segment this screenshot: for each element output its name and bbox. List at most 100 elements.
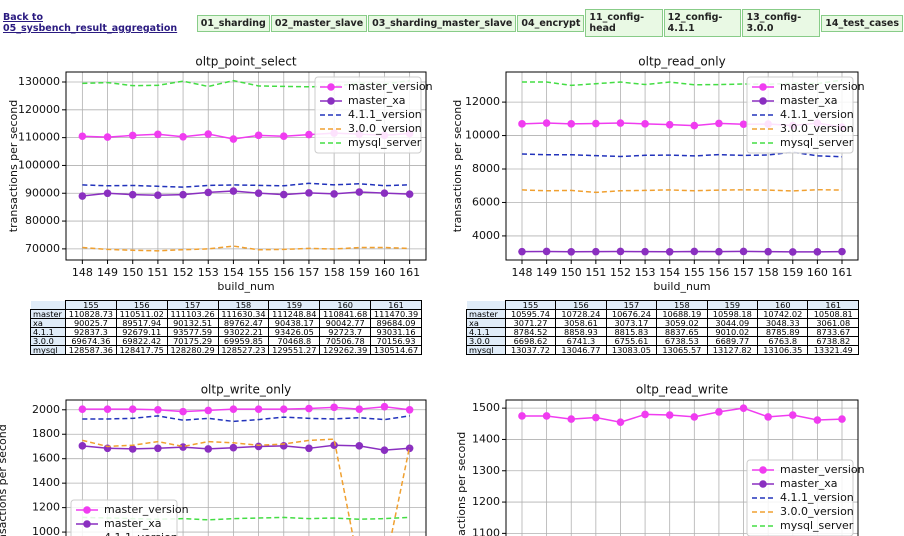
legend-label: master_xa: [104, 517, 162, 530]
legend-label: mysql_server: [780, 519, 854, 532]
data-point: [204, 188, 213, 197]
series-line: [82, 405, 410, 413]
data-point: [279, 132, 288, 141]
data-point: [204, 130, 213, 138]
x-tick-label: 155: [684, 266, 705, 279]
data-point: [715, 119, 723, 128]
x-tick-label: 154: [223, 266, 244, 279]
legend-marker: [83, 520, 91, 528]
legend-label: master_version: [780, 80, 865, 93]
data-point: [305, 130, 313, 139]
data-point: [616, 119, 625, 127]
x-tick-label: 159: [349, 266, 370, 279]
x-tick-label: 148: [512, 266, 533, 279]
x-tick-label: 157: [733, 266, 754, 279]
series-line: [522, 407, 843, 424]
data-point: [542, 247, 551, 256]
data-point: [103, 189, 112, 198]
legend-marker: [327, 97, 335, 105]
data-point: [813, 248, 822, 256]
nav-tab[interactable]: 01_sharding: [196, 14, 270, 32]
data-point: [229, 187, 238, 195]
data-point: [715, 247, 723, 256]
back-link[interactable]: Back to 05_sysbench_result_aggregation: [3, 12, 178, 34]
table-row: master 10595.74 10728.24 10676.24 10688.19 10…: [466, 309, 859, 319]
data-point: [641, 247, 649, 256]
data-point: [405, 444, 414, 453]
data-point: [764, 247, 772, 256]
nav-tab[interactable]: 04_encrypt: [517, 14, 585, 32]
data-point: [665, 411, 674, 419]
x-tick-label: 151: [147, 266, 168, 279]
legend-label: master_version: [780, 463, 865, 476]
data-point: [616, 247, 625, 256]
nav-tab[interactable]: 14_test_cases: [821, 14, 903, 32]
nav-tab[interactable]: 13_config-3.0.0: [742, 9, 821, 37]
data-point: [380, 189, 389, 197]
table-cell: 13037.72: [504, 345, 557, 355]
data-point: [204, 445, 213, 453]
legend-label: 4.1.1_version: [104, 531, 178, 536]
chart-title: oltp_read_only: [638, 55, 725, 69]
plot-frame: [65, 71, 427, 261]
data-point: [592, 413, 600, 422]
x-tick-label: 150: [561, 266, 582, 279]
data-point: [518, 412, 526, 420]
x-tick-label: 153: [198, 266, 219, 279]
data-point: [78, 132, 87, 141]
nav-tab[interactable]: 11_config-head: [585, 9, 663, 37]
nav-tab[interactable]: 03_sharding_master_slave: [368, 14, 517, 32]
legend-marker: [759, 83, 767, 91]
plot-frame: [65, 399, 427, 536]
x-tick-label: 161: [399, 266, 420, 279]
legend: master_versionmaster_xa4.1.1_version3.0.…: [314, 76, 433, 154]
nav-tab[interactable]: 12_config-4.1.1: [663, 9, 742, 37]
y-tick-label: 1300: [472, 464, 500, 477]
data-point: [204, 406, 213, 415]
data-point: [305, 444, 313, 453]
data-point: [128, 190, 137, 199]
data-point: [567, 120, 576, 128]
x-tick-label: 152: [610, 266, 631, 279]
data-point: [380, 446, 389, 454]
data-point: [154, 130, 162, 139]
data-point: [254, 131, 263, 140]
y-tick-label: 130000: [18, 75, 60, 88]
data-point: [518, 247, 526, 256]
chart-title: oltp_write_only: [201, 383, 292, 397]
data-point: [355, 405, 364, 413]
nav-tab[interactable]: 02_master_slave: [270, 14, 368, 32]
y-tick-label: 1400: [32, 476, 60, 489]
data-point: [154, 444, 162, 453]
y-tick-label: 12000: [465, 95, 500, 108]
plot-frame: [505, 71, 859, 261]
data-point: [254, 405, 263, 413]
y-tick-label: 100000: [18, 158, 60, 171]
table-cell: 13065.57: [656, 345, 708, 355]
legend-marker: [83, 506, 91, 514]
y-tick-label: 8000: [472, 162, 500, 175]
data-point: [279, 190, 288, 199]
legend: master_versionmaster_xa4.1.1_version3.0.…: [70, 499, 189, 536]
data-point: [788, 411, 797, 419]
data-point: [405, 190, 414, 198]
data-point: [616, 418, 625, 427]
legend-label: master_xa: [348, 94, 406, 107]
x-axis-label: build_num: [653, 280, 710, 293]
y-tick-label: 80000: [25, 214, 60, 227]
data-point: [813, 416, 822, 424]
table-cell: 128280.29: [166, 345, 219, 355]
legend-label: master_xa: [780, 94, 838, 107]
table-cell: 13083.05: [605, 345, 658, 355]
legend-box: [70, 499, 178, 536]
legend-box: [746, 459, 854, 536]
y-axis-label: transactions per second: [451, 100, 464, 232]
series-line: [521, 188, 843, 194]
x-tick-label: 156: [273, 266, 294, 279]
data-point: [518, 120, 526, 128]
plot-frame: [505, 399, 859, 536]
data-point: [739, 247, 748, 256]
data-point: [641, 410, 649, 419]
table-cell: 129551.27: [268, 345, 321, 355]
